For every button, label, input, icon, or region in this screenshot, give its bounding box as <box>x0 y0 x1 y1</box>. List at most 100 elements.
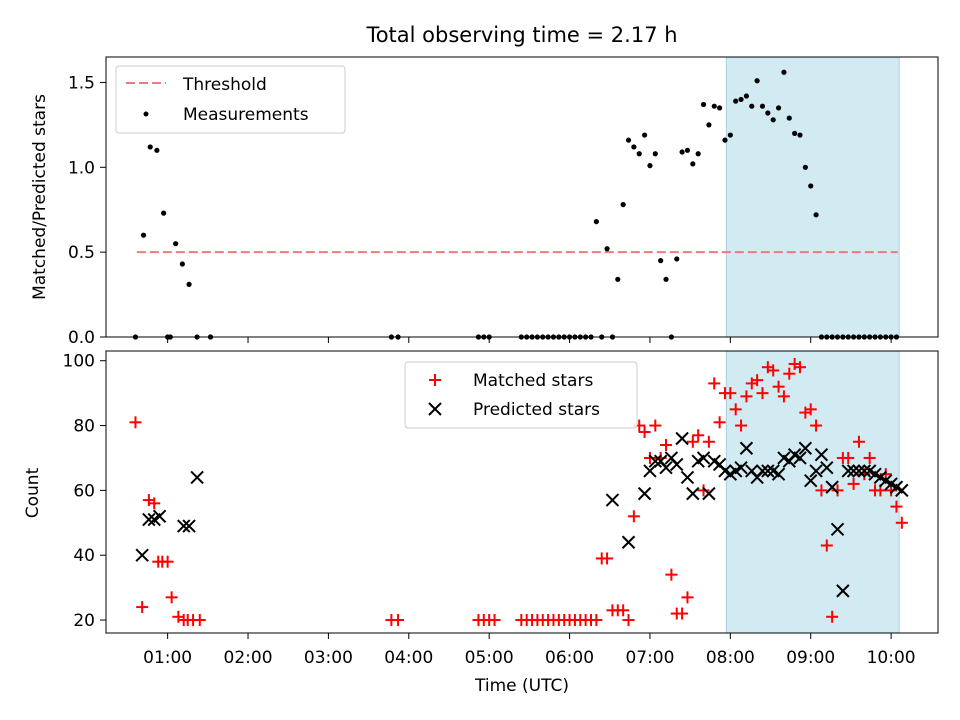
bottom-legend: Matched stars Predicted stars <box>404 361 638 429</box>
measurement-point <box>802 164 808 170</box>
measurement-point <box>625 137 632 143</box>
predicted-star-point <box>135 548 149 562</box>
bottom-y-ticks: 20 40 60 80 100 <box>63 352 106 631</box>
bottom-y-tick-label: 80 <box>73 417 95 437</box>
legend-matched-swatch <box>429 374 441 386</box>
measurement-point <box>631 144 637 150</box>
matched-star-point <box>590 614 603 627</box>
matched-star-point <box>740 390 753 403</box>
measurement-point <box>749 103 755 109</box>
measurement-point <box>733 98 739 104</box>
predicted-star-point <box>836 584 850 598</box>
measurement-point <box>604 246 610 252</box>
measurement-point <box>663 276 669 282</box>
top-y-ticks: 0.0 0.5 1.0 1.5 <box>68 73 106 348</box>
matched-star-point <box>777 390 790 403</box>
x-tick-label: 01:00 <box>143 648 192 668</box>
matched-star-point <box>729 403 742 416</box>
x-tick-label: 08:00 <box>706 648 755 668</box>
x-tick-label: 02:00 <box>224 648 273 668</box>
matched-star-point <box>697 484 710 497</box>
top-axes-frame <box>105 56 939 338</box>
matched-star-point <box>702 435 715 448</box>
measurement-point <box>690 161 696 167</box>
predicted-star-point <box>825 480 839 494</box>
predicted-star-point <box>852 464 866 478</box>
measurement-point <box>754 78 760 84</box>
predicted-star-point <box>846 464 861 478</box>
matched-star-point <box>783 367 796 380</box>
measurement-point <box>770 117 776 123</box>
matched-star-point <box>665 568 678 581</box>
measurement-point <box>792 130 798 136</box>
bottom-y-tick-label: 40 <box>73 546 95 566</box>
matched-star-point <box>660 439 673 451</box>
matched-star-point <box>847 477 860 490</box>
measurement-point <box>186 281 192 287</box>
top-x-ticks <box>167 337 892 343</box>
x-tick-label: 05:00 <box>465 648 514 668</box>
predicted-star-point <box>798 441 813 455</box>
predicted-star-point <box>696 451 711 465</box>
matched-star-point <box>129 416 142 429</box>
legend-predicted-label: Predicted stars <box>473 400 600 420</box>
predicted-star-point <box>142 512 156 527</box>
predicted-stars-series <box>135 431 909 598</box>
matched-star-point <box>617 604 630 617</box>
legend-predicted-swatch <box>428 402 442 416</box>
legend-threshold-label: Threshold <box>182 75 267 95</box>
measurement-point <box>140 232 147 238</box>
matched-star-point <box>643 451 656 464</box>
matched-star-point <box>852 435 865 448</box>
top-y-tick-label: 1.0 <box>68 158 95 178</box>
predicted-star-point <box>857 464 872 478</box>
measurement-point <box>781 69 787 75</box>
bottom-panel: 01:00 02:00 03:00 04:00 05:00 06:00 07:00 08:00… <box>23 350 939 696</box>
measurement-point <box>765 110 771 116</box>
matched-star-point <box>804 403 817 416</box>
measurement-point <box>173 241 179 247</box>
matched-star-point <box>193 614 206 627</box>
predicted-star-point <box>190 470 204 485</box>
predicted-star-point <box>702 486 716 501</box>
matched-star-point <box>692 429 705 442</box>
bottom-y-tick-label: 20 <box>73 611 95 631</box>
bottom-y-tick-label: 60 <box>73 481 95 501</box>
matched-star-point <box>713 416 726 429</box>
measurement-point <box>717 105 723 111</box>
measurement-point <box>775 105 782 111</box>
matched-star-point <box>895 516 908 529</box>
x-tick-label: 04:00 <box>384 648 433 668</box>
measurement-point <box>652 151 658 157</box>
measurement-point <box>647 163 653 169</box>
matched-star-point <box>863 451 876 464</box>
matched-star-point <box>649 419 662 432</box>
measurement-point <box>179 261 185 267</box>
top-y-axis-label: Matched/Predicted stars <box>30 94 50 300</box>
top-shaded-interval <box>725 56 900 338</box>
x-tick-label: 10:00 <box>867 648 916 668</box>
measurement-point <box>641 132 648 138</box>
predicted-star-point <box>670 457 684 472</box>
measurement-point <box>658 258 664 264</box>
legend-measurements-label: Measurements <box>183 105 309 125</box>
predicted-star-point <box>176 519 191 533</box>
matched-star-point <box>842 451 855 464</box>
matched-star-point <box>488 614 501 627</box>
matched-star-point <box>815 484 828 497</box>
x-tick-label: 03:00 <box>304 648 353 668</box>
predicted-star-point <box>830 522 845 536</box>
matched-star-point <box>724 387 737 400</box>
predicted-star-point <box>648 454 663 468</box>
x-tick-label: 09:00 <box>786 648 835 668</box>
matched-star-point <box>751 374 764 387</box>
predicted-star-point <box>659 460 673 475</box>
predicted-star-point <box>686 486 700 501</box>
top-legend-box <box>115 65 346 134</box>
top-legend: Threshold Measurements <box>115 65 346 134</box>
matched-star-point <box>686 435 699 448</box>
x-tick-label: 06:00 <box>545 648 594 668</box>
predicted-star-point <box>152 509 167 524</box>
predicted-star-point <box>680 470 695 485</box>
predicted-star-point <box>755 464 770 478</box>
